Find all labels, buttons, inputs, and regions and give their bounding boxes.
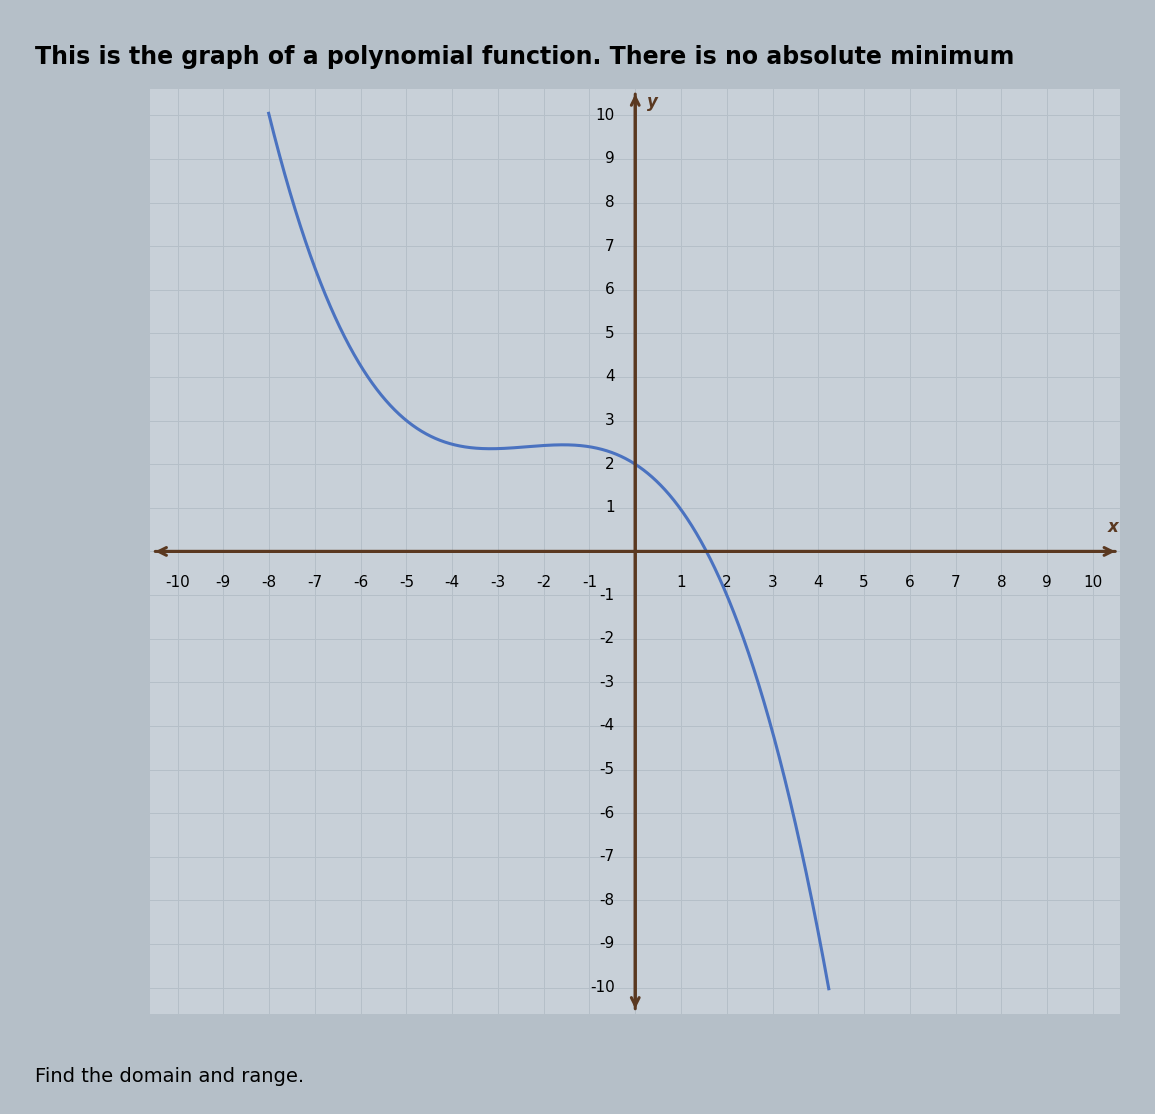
Text: 2: 2 (605, 457, 614, 471)
Text: Find the domain and range.: Find the domain and range. (35, 1067, 304, 1086)
Text: 9: 9 (605, 152, 614, 166)
Text: 4: 4 (605, 370, 614, 384)
Text: -9: -9 (599, 937, 614, 951)
Text: -5: -5 (599, 762, 614, 776)
Text: -4: -4 (599, 719, 614, 733)
Text: 6: 6 (906, 576, 915, 590)
Text: -5: -5 (398, 576, 413, 590)
Text: -9: -9 (216, 576, 231, 590)
Text: 8: 8 (997, 576, 1006, 590)
Text: -8: -8 (261, 576, 277, 590)
Text: -1: -1 (599, 587, 614, 603)
Text: -8: -8 (599, 892, 614, 908)
Text: 9: 9 (1042, 576, 1052, 590)
Text: y: y (647, 94, 657, 111)
Text: 5: 5 (605, 326, 614, 341)
Text: -6: -6 (599, 805, 614, 821)
Text: 4: 4 (813, 576, 824, 590)
Text: -2: -2 (599, 632, 614, 646)
Text: 3: 3 (605, 413, 614, 428)
Text: -7: -7 (307, 576, 322, 590)
Text: 3: 3 (768, 576, 777, 590)
Text: 1: 1 (605, 500, 614, 516)
Text: x: x (1108, 518, 1118, 536)
Text: 1: 1 (676, 576, 686, 590)
Text: -10: -10 (590, 980, 614, 995)
Text: 7: 7 (951, 576, 961, 590)
Text: 7: 7 (605, 238, 614, 254)
Text: -6: -6 (353, 576, 368, 590)
Text: -4: -4 (445, 576, 460, 590)
Text: 6: 6 (605, 282, 614, 297)
Text: -3: -3 (599, 675, 614, 690)
Text: 10: 10 (596, 108, 614, 123)
Text: -3: -3 (491, 576, 506, 590)
Text: -2: -2 (536, 576, 551, 590)
Text: 5: 5 (859, 576, 869, 590)
Text: -1: -1 (582, 576, 597, 590)
Text: 10: 10 (1083, 576, 1103, 590)
Text: 8: 8 (605, 195, 614, 211)
Text: 2: 2 (722, 576, 731, 590)
Text: -7: -7 (599, 849, 614, 864)
Text: -10: -10 (165, 576, 189, 590)
Text: This is the graph of a polynomial function. There is no absolute minimum: This is the graph of a polynomial functi… (35, 45, 1014, 69)
